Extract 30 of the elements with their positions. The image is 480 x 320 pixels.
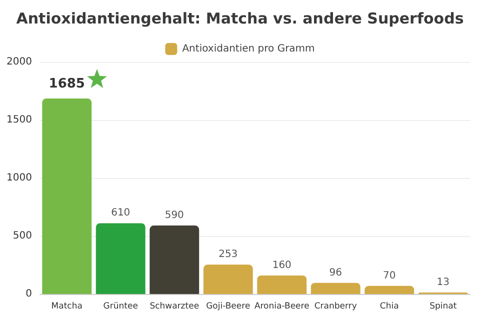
y-tick-label: 2000 xyxy=(6,56,32,68)
data-label: 96 xyxy=(329,267,342,278)
data-label: 1685 xyxy=(48,76,85,92)
data-label: 70 xyxy=(383,270,396,282)
x-tick-label: Goji-Beere xyxy=(206,302,250,312)
x-tick-label: Schwarztee xyxy=(150,302,200,312)
data-label: 13 xyxy=(436,276,450,288)
x-tick-label: Chia xyxy=(380,302,399,312)
bar xyxy=(310,282,360,294)
y-tick-label: 1500 xyxy=(6,114,32,126)
bar xyxy=(364,286,414,294)
chart-title: Antioxidantiengehalt: Matcha vs. andere Superfoods xyxy=(16,10,464,28)
bar xyxy=(203,264,253,294)
legend-label: Antioxidantien pro Gramm xyxy=(182,44,315,54)
bar xyxy=(257,275,307,294)
y-tick-label: 500 xyxy=(12,230,32,242)
bar xyxy=(42,98,92,294)
y-tick-label: 1000 xyxy=(6,172,32,184)
x-tick-label: Matcha xyxy=(51,302,82,312)
bar xyxy=(150,226,200,294)
data-label: 253 xyxy=(218,249,238,260)
x-tick-label: Cranberry xyxy=(314,302,357,312)
bar xyxy=(96,223,146,294)
data-label: 610 xyxy=(111,208,130,219)
x-tick-label: Aronia-Beere xyxy=(254,302,310,312)
data-label: 590 xyxy=(164,210,184,222)
x-tick-label: Grüntee xyxy=(103,302,138,312)
x-tick-label: Spinat xyxy=(430,302,458,312)
data-label: 160 xyxy=(272,260,292,271)
y-tick-label: 0 xyxy=(26,288,32,300)
